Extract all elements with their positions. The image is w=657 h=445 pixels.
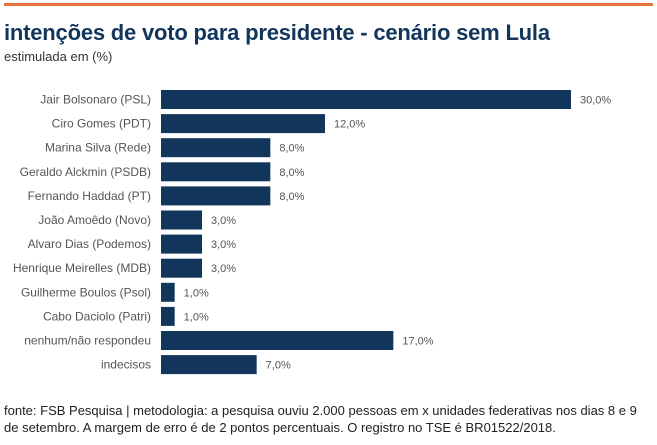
bar [161,138,271,158]
bar [161,282,175,302]
accent-top-bar [4,3,653,6]
category-label: Jair Bolsonaro (PSL) [40,93,151,107]
value-label: 3,0% [211,215,236,227]
bar [161,162,271,182]
value-label: 8,0% [279,191,304,203]
bar-chart: Jair Bolsonaro (PSL) 30,0% Ciro Gomes (PDT… [13,90,611,375]
value-label: 17,0% [402,336,433,348]
category-label: João Amoêdo (Novo) [38,213,151,227]
bar [161,331,394,350]
value-label: 3,0% [211,263,236,275]
bar [161,258,202,278]
value-label: 30,0% [580,95,611,107]
bar [161,306,175,326]
chart-title: intenções de voto para presidente - cená… [4,20,550,45]
bar [161,210,202,230]
value-label: 8,0% [279,143,304,155]
category-label: Alvaro Dias (Podemos) [28,237,151,251]
category-label: Cabo Daciolo (Patri) [43,309,151,323]
value-label: 8,0% [279,167,304,179]
value-label: 1,0% [184,287,209,299]
bar [161,234,202,254]
category-label: indecisos [101,358,151,372]
bar [161,355,257,375]
category-label: Fernando Haddad (PT) [28,189,151,203]
bar [161,90,571,109]
category-label: nenhum/não respondeu [24,334,151,348]
category-label: Ciro Gomes (PDT) [52,117,151,131]
value-label: 1,0% [184,311,209,323]
value-label: 12,0% [334,119,365,131]
category-label: Guilherme Boulos (Psol) [21,285,151,299]
bar [161,114,325,134]
value-label: 3,0% [211,239,236,251]
chart-subtitle: estimulada em (%) [4,49,113,64]
category-label: Geraldo Alckmin (PSDB) [20,165,151,179]
category-label: Marina Silva (Rede) [45,141,151,155]
bar [161,186,271,206]
value-label: 7,0% [266,360,291,372]
source-note: fonte: FSB Pesquisa | metodologia: a pes… [4,403,637,435]
category-label: Henrique Meirelles (MDB) [13,261,151,275]
